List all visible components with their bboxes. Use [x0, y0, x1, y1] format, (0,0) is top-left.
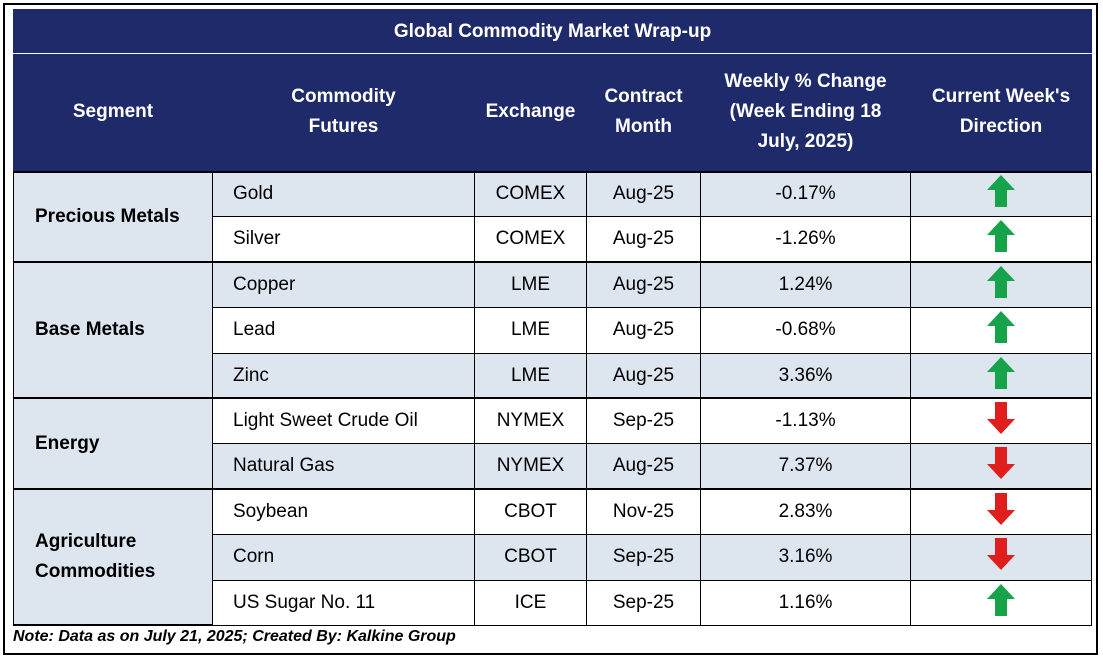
- arrow-up-icon: [986, 265, 1016, 305]
- arrow-up-icon: [986, 219, 1016, 259]
- commodity-table-wrapper: Global Commodity Market Wrap-up Segment …: [12, 9, 1093, 627]
- direction-cell: [909, 352, 1093, 399]
- arrow-up-icon: [986, 356, 1016, 396]
- exchange-cell: NYMEX: [474, 443, 587, 490]
- header-exchange: Exchange: [474, 53, 587, 173]
- direction-cell: [909, 170, 1093, 218]
- table-row: Corn CBOT Sep-25 3.16%: [14, 534, 1093, 581]
- contract-month-cell: Aug-25: [586, 216, 701, 263]
- arrow-up-icon: [986, 310, 1016, 350]
- commodity-cell: Soybean: [212, 488, 475, 536]
- exchange-cell: ICE: [474, 579, 587, 626]
- commodity-cell: US Sugar No. 11: [212, 579, 475, 626]
- segment-cell: Agriculture Commodities: [13, 488, 213, 627]
- table-row: Base Metals Copper LME Aug-25 1.24%: [13, 261, 1093, 400]
- direction-cell: [909, 579, 1093, 626]
- commodity-cell: Light Sweet Crude Oil: [212, 397, 475, 445]
- arrow-down-icon: [986, 401, 1016, 441]
- commodity-cell: Zinc: [212, 352, 475, 399]
- contract-month-cell: Sep-25: [586, 397, 701, 445]
- table-row: Precious Metals Gold COMEX Aug-25 -0.17%: [13, 170, 1093, 264]
- commodity-cell: Copper: [212, 261, 475, 309]
- weekly-change-cell: 7.37%: [700, 443, 911, 490]
- segment-cell: Energy: [13, 397, 213, 491]
- contract-month-cell: Nov-25: [586, 488, 701, 536]
- weekly-change-cell: -1.26%: [700, 216, 911, 263]
- arrow-down-icon: [986, 537, 1016, 577]
- header-weekly-change: Weekly % Change (Week Ending 18 July, 20…: [700, 53, 911, 173]
- commodity-table: Global Commodity Market Wrap-up Segment …: [12, 9, 1093, 627]
- commodity-cell: Lead: [212, 307, 475, 354]
- weekly-change-cell: 3.36%: [700, 352, 911, 399]
- exchange-cell: LME: [474, 307, 587, 354]
- direction-cell: [909, 307, 1093, 354]
- table-row: Agriculture Commodities Soybean CBOT Nov-25…: [13, 488, 1093, 627]
- weekly-change-cell: 1.24%: [700, 261, 911, 309]
- header-contract-month: Contract Month: [586, 53, 701, 173]
- direction-cell: [909, 397, 1093, 445]
- header-commodity: Commodity Futures: [212, 53, 475, 173]
- commodity-cell: Gold: [212, 170, 475, 218]
- weekly-change-cell: 3.16%: [700, 534, 911, 581]
- contract-month-cell: Aug-25: [586, 443, 701, 490]
- direction-cell: [909, 443, 1093, 490]
- exchange-cell: CBOT: [474, 534, 587, 581]
- contract-month-cell: Aug-25: [586, 170, 701, 218]
- exchange-cell: LME: [474, 261, 587, 309]
- weekly-change-cell: -0.68%: [700, 307, 911, 354]
- arrow-up-icon: [986, 174, 1016, 214]
- arrow-down-icon: [986, 492, 1016, 532]
- contract-month-cell: Sep-25: [586, 579, 701, 626]
- contract-month-cell: Aug-25: [586, 307, 701, 354]
- direction-cell: [909, 534, 1093, 581]
- table-row: US Sugar No. 11 ICE Sep-25 1.16%: [14, 579, 1093, 626]
- weekly-change-cell: 1.16%: [700, 579, 911, 626]
- table-body: Precious Metals Gold COMEX Aug-25 -0.17% Silv…: [13, 170, 1093, 627]
- weekly-change-cell: -0.17%: [700, 170, 911, 218]
- arrow-down-icon: [986, 446, 1016, 486]
- table-title: Global Commodity Market Wrap-up: [12, 9, 1093, 54]
- table-row: Zinc LME Aug-25 3.36%: [14, 352, 1093, 399]
- arrow-up-icon: [986, 583, 1016, 623]
- direction-cell: [909, 261, 1093, 309]
- outer-frame: [3, 3, 1098, 655]
- direction-cell: [909, 488, 1093, 536]
- exchange-cell: NYMEX: [474, 397, 587, 445]
- segment-cell: Precious Metals: [13, 170, 213, 264]
- direction-cell: [909, 216, 1093, 263]
- exchange-cell: LME: [474, 352, 587, 399]
- header-segment: Segment: [13, 53, 213, 173]
- table-row: Lead LME Aug-25 -0.68%: [14, 307, 1093, 354]
- contract-month-cell: Aug-25: [586, 352, 701, 399]
- contract-month-cell: Sep-25: [586, 534, 701, 581]
- segment-cell: Base Metals: [13, 261, 213, 400]
- exchange-cell: COMEX: [474, 170, 587, 218]
- table-row: Natural Gas NYMEX Aug-25 7.37%: [14, 443, 1093, 490]
- commodity-cell: Silver: [212, 216, 475, 263]
- table-row: Energy Light Sweet Crude Oil NYMEX Sep-25 -1…: [13, 397, 1093, 491]
- contract-month-cell: Aug-25: [586, 261, 701, 309]
- weekly-change-cell: -1.13%: [700, 397, 911, 445]
- weekly-change-cell: 2.83%: [700, 488, 911, 536]
- commodity-cell: Corn: [212, 534, 475, 581]
- commodity-cell: Natural Gas: [212, 443, 475, 490]
- header-direction: Current Week's Direction: [909, 53, 1093, 173]
- exchange-cell: COMEX: [474, 216, 587, 263]
- footnote: Note: Data as on July 21, 2025; Created …: [13, 628, 456, 645]
- exchange-cell: CBOT: [474, 488, 587, 536]
